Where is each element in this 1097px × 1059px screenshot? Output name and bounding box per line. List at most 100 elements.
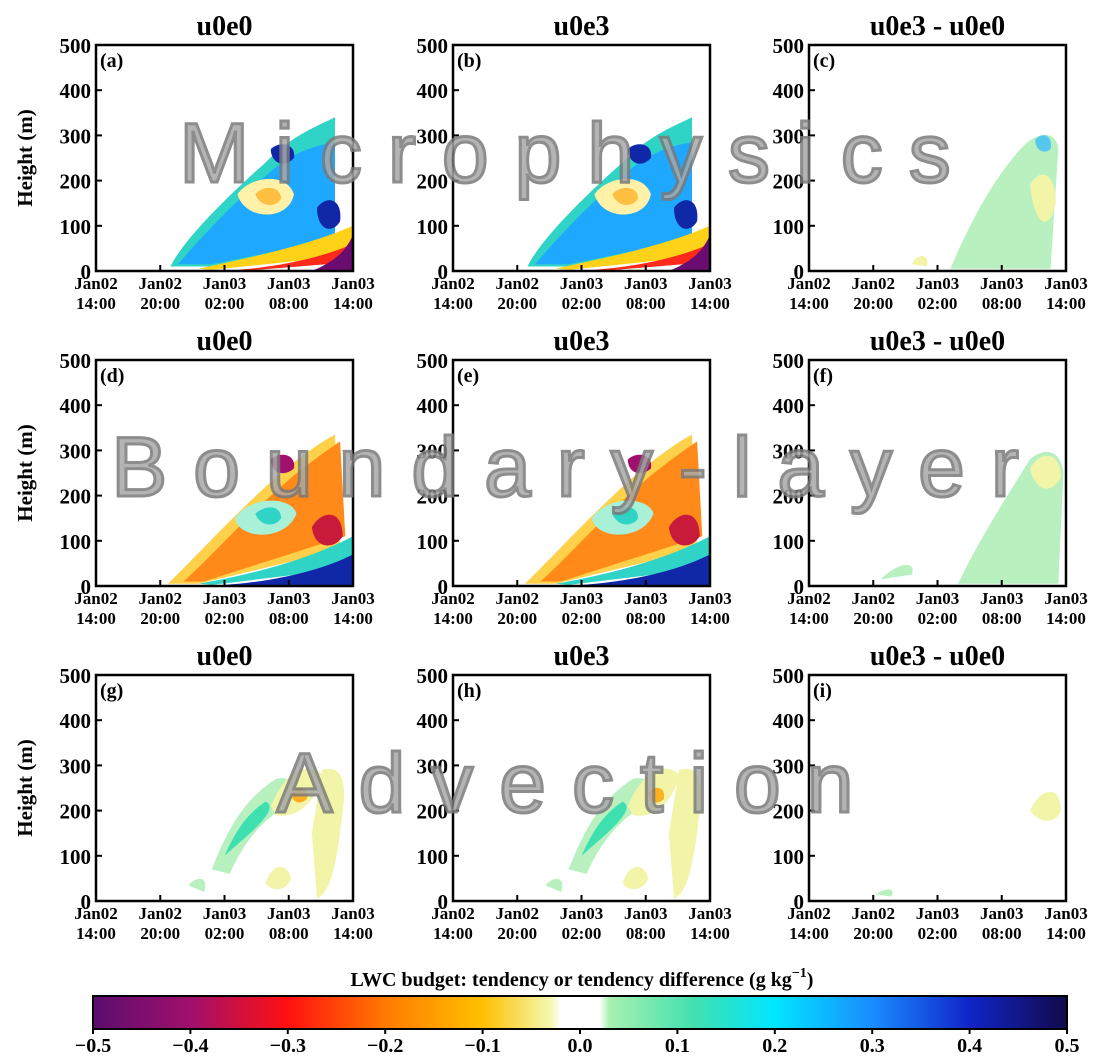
y-tick-label: 300	[60, 124, 92, 148]
x-tick-label: Jan02	[852, 274, 895, 293]
x-tick-label: Jan03	[203, 589, 246, 608]
x-tick-label: Jan03	[980, 904, 1023, 923]
x-tick-label: Jan02	[139, 589, 182, 608]
x-tick-label: 14:00	[433, 924, 473, 943]
y-tick-label: 100	[60, 530, 92, 554]
y-tick-label: 400	[773, 79, 805, 103]
contour-blob	[627, 144, 652, 164]
x-tick-label: 02:00	[562, 609, 602, 628]
x-tick-label: 08:00	[626, 609, 666, 628]
x-tick-label: 02:00	[918, 609, 958, 628]
contour-blob	[255, 187, 281, 205]
colorbar-tick-label: −0.5	[75, 1035, 111, 1057]
contour-blob	[1035, 135, 1052, 152]
panel-title: u0e3 - u0e0	[870, 641, 1005, 672]
x-tick-label: 02:00	[205, 609, 245, 628]
colorbar-tick-label: 0.3	[860, 1035, 885, 1057]
contour-field	[527, 117, 710, 271]
x-tick-label: Jan02	[787, 589, 830, 608]
x-tick-label: 08:00	[626, 294, 666, 313]
x-tick-label: Jan02	[74, 589, 117, 608]
colorbar-tick-label: −0.2	[367, 1035, 403, 1057]
y-tick-label: 400	[417, 79, 449, 103]
x-tick-label: 20:00	[497, 294, 537, 313]
y-tick-label: 400	[60, 394, 92, 418]
panel-title: u0e3	[554, 641, 610, 672]
x-tick-label: 14:00	[1046, 294, 1086, 313]
y-tick-label: 0	[794, 260, 805, 284]
contour-blob	[594, 243, 710, 271]
x-tick-label: 14:00	[690, 924, 730, 943]
x-tick-label: Jan02	[496, 904, 539, 923]
x-tick-label: Jan03	[624, 274, 667, 293]
panel-title: u0e0	[197, 326, 253, 357]
colorbar-tick-label: 0.0	[568, 1035, 593, 1057]
x-tick-label: Jan03	[624, 589, 667, 608]
panel-label: (d)	[100, 365, 124, 387]
panel-label: (i)	[813, 680, 832, 702]
y-tick-label: 0	[81, 575, 92, 599]
x-tick-label: Jan03	[916, 589, 959, 608]
x-tick-label: 08:00	[269, 924, 309, 943]
contour-field	[525, 434, 710, 586]
x-tick-label: Jan02	[496, 274, 539, 293]
x-tick-label: 08:00	[982, 924, 1022, 943]
y-tick-label: 500	[60, 34, 92, 58]
y-tick-label: 500	[417, 664, 449, 688]
panel-label: (a)	[100, 50, 123, 72]
x-tick-label: 20:00	[497, 924, 537, 943]
x-tick-label: Jan03	[331, 589, 374, 608]
x-tick-label: Jan03	[560, 904, 603, 923]
x-tick-label: 14:00	[76, 609, 116, 628]
contour-blob	[545, 878, 563, 892]
x-tick-label: Jan02	[787, 274, 830, 293]
y-tick-label: 0	[794, 890, 805, 914]
colorbar: LWC budget: tendency or tendency differe…	[75, 966, 1080, 1057]
x-tick-label: 14:00	[789, 609, 829, 628]
x-tick-label: 08:00	[982, 294, 1022, 313]
panel-g: u0e0(g)5004003002001000Jan0214:00Jan0220…	[13, 641, 375, 943]
y-tick-label: 200	[60, 170, 92, 194]
colorbar-tick-label: 0.2	[762, 1035, 787, 1057]
x-tick-label: Jan02	[74, 274, 117, 293]
panel-label: (e)	[457, 365, 479, 387]
x-tick-label: Jan03	[688, 274, 731, 293]
x-tick-label: 14:00	[76, 294, 116, 313]
panel-title: u0e3 - u0e0	[870, 11, 1005, 42]
x-tick-label: Jan02	[431, 589, 474, 608]
colorbar-tick-label: 0.1	[665, 1035, 690, 1057]
panel-label: (c)	[813, 50, 835, 72]
y-tick-label: 300	[773, 124, 805, 148]
contour-blob	[881, 564, 913, 580]
x-tick-label: 20:00	[497, 609, 537, 628]
y-axis-label: Height (m)	[13, 109, 37, 206]
y-tick-label: 200	[773, 800, 805, 824]
contour-blob	[270, 454, 295, 474]
panel-i: u0e3 - u0e0(i)5004003002001000Jan0214:00…	[773, 641, 1088, 943]
x-tick-label: Jan03	[688, 904, 731, 923]
y-tick-label: 500	[773, 349, 805, 373]
x-tick-label: 14:00	[433, 609, 473, 628]
y-tick-label: 200	[60, 800, 92, 824]
x-tick-label: Jan02	[431, 274, 474, 293]
y-tick-label: 100	[417, 845, 449, 869]
x-tick-label: Jan02	[139, 904, 182, 923]
colorbar-tick-label: 0.4	[957, 1035, 982, 1057]
panel-e: u0e3(e)5004003002001000Jan0214:00Jan0220…	[417, 326, 732, 628]
watermark: Microphysics	[179, 106, 976, 200]
x-tick-label: 20:00	[853, 609, 893, 628]
contour-blob	[668, 768, 702, 899]
x-tick-label: 14:00	[789, 294, 829, 313]
x-tick-label: 02:00	[562, 924, 602, 943]
y-tick-label: 400	[60, 79, 92, 103]
contour-field	[545, 768, 702, 899]
contour-blob	[581, 554, 710, 586]
panel-title: u0e3 - u0e0	[870, 326, 1005, 357]
x-tick-label: Jan02	[787, 904, 830, 923]
x-tick-label: Jan02	[139, 274, 182, 293]
contour-blob	[311, 768, 345, 899]
panel-title: u0e3	[554, 326, 610, 357]
contour-blob	[674, 200, 698, 229]
contour-blob	[255, 507, 281, 525]
contour-blob	[1030, 791, 1061, 821]
